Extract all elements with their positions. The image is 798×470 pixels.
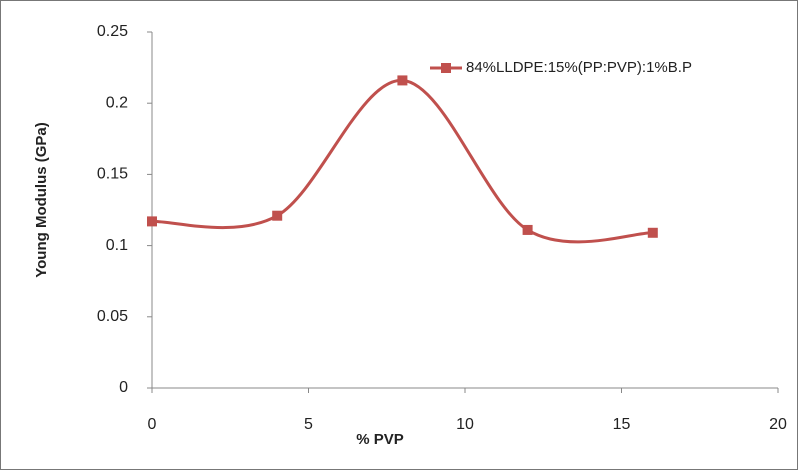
x-axis-title: % PVP bbox=[356, 431, 404, 448]
x-tick-label: 20 bbox=[769, 416, 787, 433]
data-point bbox=[522, 224, 533, 235]
x-tick-label: 10 bbox=[456, 416, 474, 433]
legend-marker bbox=[441, 63, 451, 73]
x-tick-label: 5 bbox=[304, 416, 313, 433]
y-tick-label: 0 bbox=[119, 379, 128, 396]
y-tick-label: 0.05 bbox=[97, 308, 128, 325]
data-point bbox=[272, 210, 283, 221]
data-point bbox=[147, 216, 157, 227]
y-tick-label: 0.25 bbox=[97, 23, 128, 40]
y-axis-title: Young Modulus (GPa) bbox=[33, 122, 50, 278]
data-point bbox=[647, 227, 658, 238]
x-tick-label: 15 bbox=[613, 416, 631, 433]
y-tick-label: 0.15 bbox=[97, 166, 128, 183]
y-tick-label: 0.2 bbox=[106, 94, 128, 111]
y-tick-label: 0.1 bbox=[106, 237, 128, 254]
x-tick-label: 0 bbox=[148, 416, 157, 433]
legend-label: 84%LLDPE:15%(PP:PVP):1%B.P bbox=[466, 59, 692, 76]
data-point bbox=[397, 75, 408, 86]
